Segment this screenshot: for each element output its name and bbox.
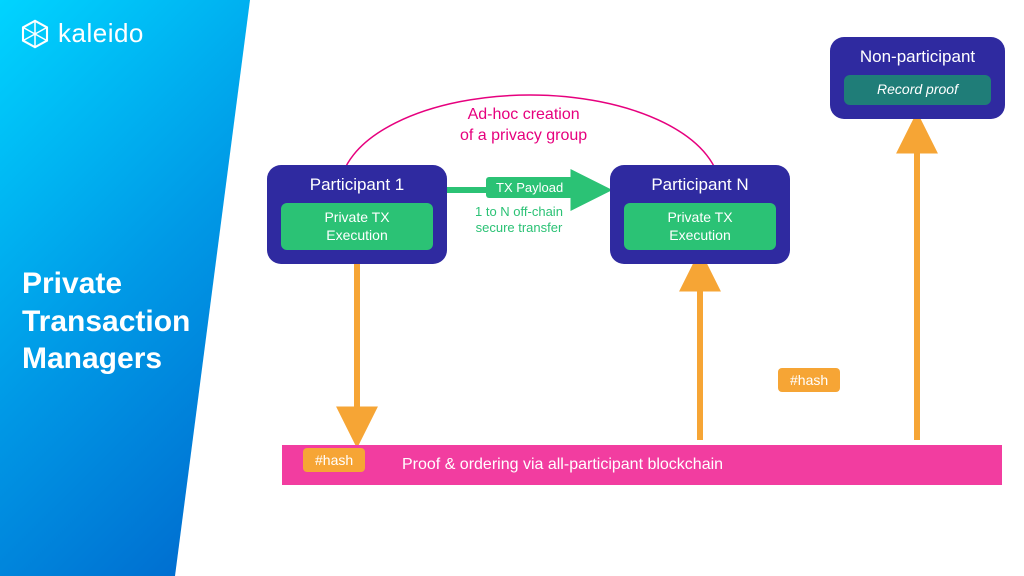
arc-label: Ad-hoc creationof a privacy group [460, 105, 587, 147]
participant-1-node: Participant 1 Private TXExecution [267, 165, 447, 264]
diagram-canvas: Participant 1 Private TXExecution Partic… [0, 0, 1024, 576]
transfer-label: 1 to N off-chainsecure transfer [475, 204, 563, 237]
blockchain-bar: Proof & ordering via all-participant blo… [282, 445, 1002, 485]
participant-1-pill: Private TXExecution [281, 203, 433, 250]
non-participant-node: Non-participant Record proof [830, 37, 1005, 119]
participant-n-pill: Private TXExecution [624, 203, 776, 250]
participant-n-title: Participant N [624, 175, 776, 195]
non-participant-title: Non-participant [844, 47, 991, 67]
tx-payload-label: TX Payload [486, 177, 573, 198]
non-participant-pill: Record proof [844, 75, 991, 105]
hash-badge-2: #hash [778, 368, 840, 392]
hash-badge-1: #hash [303, 448, 365, 472]
participant-1-title: Participant 1 [281, 175, 433, 195]
participant-n-node: Participant N Private TXExecution [610, 165, 790, 264]
blockchain-bar-text: Proof & ordering via all-participant blo… [402, 456, 723, 474]
